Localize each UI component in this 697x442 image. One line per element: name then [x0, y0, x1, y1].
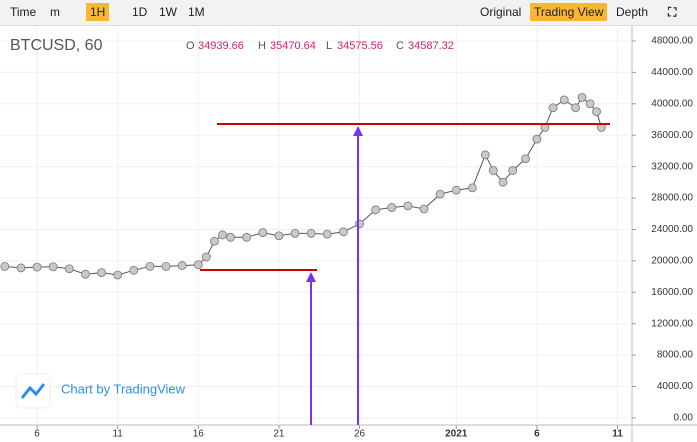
price-marker	[290, 228, 300, 238]
price-marker	[210, 236, 219, 246]
price-marker	[218, 230, 227, 240]
x-tick-label: 2021	[445, 429, 468, 440]
price-marker	[435, 189, 445, 199]
depth-button[interactable]: Depth	[616, 5, 649, 19]
x-tick-label: 11	[612, 429, 623, 440]
y-tick-label: 8000.00	[657, 350, 694, 361]
price-marker	[322, 229, 332, 239]
price-marker	[81, 269, 90, 279]
high-label: H	[258, 40, 266, 52]
price-marker	[571, 103, 580, 113]
y-tick-label: 12000.00	[651, 318, 693, 329]
price-marker	[201, 252, 211, 262]
x-tick-label: 6	[34, 429, 40, 440]
price-marker	[113, 270, 123, 280]
x-tick-label: 16	[193, 429, 205, 440]
arrow-head	[306, 272, 316, 282]
price-marker	[274, 231, 284, 241]
watermark[interactable]: Chart by TradingView	[61, 381, 186, 396]
low-label: L	[326, 40, 332, 52]
price-marker	[488, 166, 498, 175]
price-marker	[480, 150, 490, 160]
price-marker	[242, 232, 252, 242]
arrow-head	[353, 126, 363, 136]
y-tick-label: 20000.00	[651, 256, 693, 267]
x-tick-label: 11	[112, 429, 123, 440]
price-marker	[419, 204, 429, 214]
price-marker	[521, 154, 530, 164]
y-tick-label: 36000.00	[651, 130, 693, 141]
day-button[interactable]: 1D	[132, 5, 148, 19]
price-marker	[32, 262, 42, 272]
price-marker	[16, 263, 26, 273]
price-marker	[577, 93, 587, 102]
low-value: 34575.56	[337, 40, 383, 52]
y-tick-label: 32000.00	[651, 161, 693, 172]
price-marker	[177, 261, 187, 270]
close-label: C	[396, 40, 404, 52]
price-marker	[145, 261, 155, 271]
y-tick-label: 4000.00	[657, 381, 694, 392]
price-marker	[585, 99, 595, 109]
price-marker	[129, 265, 139, 275]
chart: 0.00 4000.00 8000.00 12000.00 16000.00 20000.…	[0, 26, 697, 442]
price-marker	[371, 205, 381, 215]
hour-button[interactable]: 1H	[86, 3, 110, 21]
tradingview-button[interactable]: Trading View	[530, 3, 608, 21]
y-tick-label: 24000.00	[651, 224, 693, 235]
open-label: O	[186, 40, 195, 52]
price-marker	[0, 261, 10, 271]
logo	[20, 383, 46, 399]
price-marker	[508, 166, 518, 175]
high-value: 35470.64	[270, 40, 316, 52]
y-tick-label: 44000.00	[651, 67, 693, 78]
y-tick-label: 48000.00	[651, 36, 693, 47]
price-marker	[592, 107, 601, 117]
price-marker	[306, 228, 316, 238]
y-tick-label: 40000.00	[651, 98, 693, 109]
minute-button[interactable]: m	[50, 5, 60, 19]
month-button[interactable]: 1M	[188, 5, 205, 19]
y-tick-label: 16000.00	[651, 287, 693, 298]
price-marker	[258, 228, 268, 237]
price-marker	[548, 103, 558, 113]
symbol: BTCUSD, 60	[10, 37, 103, 54]
price-marker	[64, 264, 74, 274]
price-marker	[339, 227, 348, 237]
close-value: 34587.32	[408, 40, 454, 52]
price-marker	[403, 201, 413, 211]
price-marker	[355, 219, 364, 229]
price-marker	[467, 183, 477, 193]
x-tick-label: 26	[354, 429, 366, 440]
price-marker	[387, 203, 397, 212]
price-marker	[193, 260, 203, 270]
price-marker	[48, 262, 58, 272]
time-button[interactable]: Time	[10, 5, 37, 19]
toolbar: Time m 1H 1D 1W 1M Original Trading View…	[0, 0, 697, 26]
price-marker	[451, 185, 461, 195]
price-line	[4, 96, 602, 276]
y-tick-label: 0.00	[674, 413, 694, 424]
fullscreen-button[interactable]: ⛶	[668, 5, 677, 19]
week-button[interactable]: 1W	[159, 5, 177, 19]
price-marker	[498, 177, 508, 187]
price-marker	[97, 268, 106, 278]
x-tick-label: 6	[534, 429, 540, 440]
price-marker	[226, 232, 235, 242]
open-value: 34939.66	[198, 40, 244, 52]
original-button[interactable]: Original	[480, 5, 522, 19]
y-tick-label: 28000.00	[651, 193, 693, 204]
price-marker	[161, 261, 171, 271]
x-tick-label: 21	[273, 429, 285, 440]
price-marker	[532, 134, 542, 144]
price-marker	[559, 95, 569, 105]
